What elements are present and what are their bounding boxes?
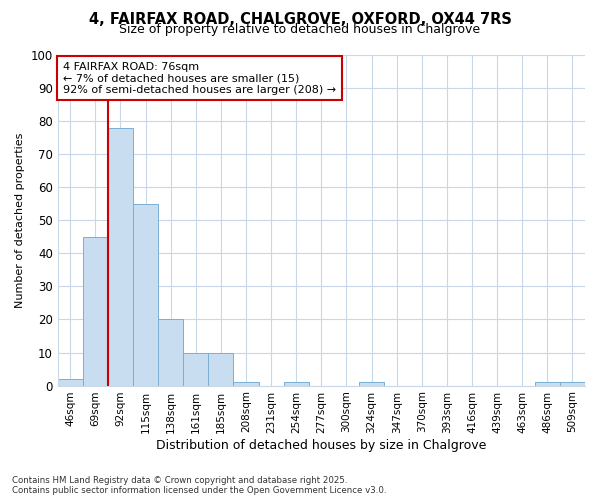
Bar <box>208 352 233 386</box>
Bar <box>183 352 208 386</box>
Bar <box>359 382 384 386</box>
Bar <box>58 379 83 386</box>
Bar <box>108 128 133 386</box>
Bar <box>535 382 560 386</box>
Bar <box>284 382 309 386</box>
Text: 4 FAIRFAX ROAD: 76sqm
← 7% of detached houses are smaller (15)
92% of semi-detac: 4 FAIRFAX ROAD: 76sqm ← 7% of detached h… <box>63 62 336 95</box>
Bar <box>83 237 108 386</box>
Bar <box>158 320 183 386</box>
Bar <box>560 382 585 386</box>
Bar <box>233 382 259 386</box>
Text: Contains HM Land Registry data © Crown copyright and database right 2025.
Contai: Contains HM Land Registry data © Crown c… <box>12 476 386 495</box>
Bar <box>133 204 158 386</box>
Text: Size of property relative to detached houses in Chalgrove: Size of property relative to detached ho… <box>119 22 481 36</box>
Y-axis label: Number of detached properties: Number of detached properties <box>15 132 25 308</box>
Text: 4, FAIRFAX ROAD, CHALGROVE, OXFORD, OX44 7RS: 4, FAIRFAX ROAD, CHALGROVE, OXFORD, OX44… <box>89 12 511 28</box>
X-axis label: Distribution of detached houses by size in Chalgrove: Distribution of detached houses by size … <box>156 440 487 452</box>
